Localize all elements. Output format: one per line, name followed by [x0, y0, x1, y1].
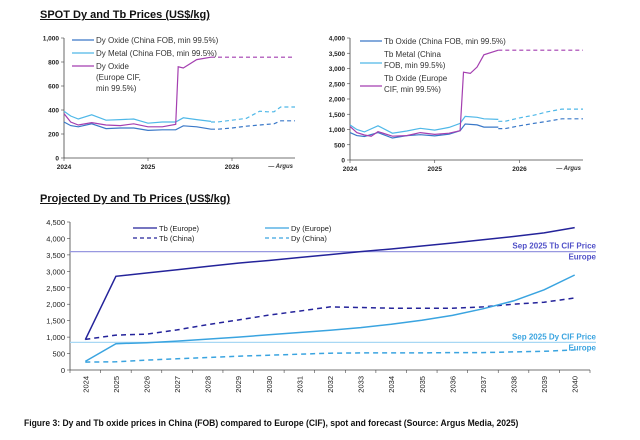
- series-line-actual: [63, 121, 212, 132]
- legend-label: Dy (China): [291, 234, 327, 243]
- x-tick-label: 2033: [357, 376, 366, 393]
- legend-label: FOB, min 99.5%): [384, 61, 446, 70]
- legend-label: (Europe CIF,: [96, 73, 141, 82]
- series-line-forecast: [498, 108, 583, 122]
- x-tick-label: 2025: [112, 376, 121, 393]
- series-line-forecast: [211, 120, 295, 130]
- y-tick-label: 2,000: [46, 300, 65, 309]
- reference-label: Europe: [568, 253, 596, 262]
- y-tick-label: 400: [48, 108, 59, 115]
- series-line: [84, 226, 575, 341]
- reference-label: Sep 2025 Tb CIF Price: [512, 242, 596, 251]
- series-line-actual: [63, 110, 212, 124]
- series-line-actual: [349, 115, 499, 134]
- legend-label: Dy Oxide: [96, 62, 129, 71]
- reference-label: Europe: [568, 343, 596, 352]
- y-tick-label: 3,000: [329, 66, 346, 73]
- legend-label: Tb (China): [159, 234, 195, 243]
- x-tick-label: 2031: [295, 376, 304, 393]
- series-line-actual: [63, 56, 212, 128]
- x-tick-label: 2036: [448, 376, 457, 393]
- x-tick-label: 2025: [141, 164, 156, 171]
- spot-prices-title: SPOT Dy and Tb Prices (US$/kg): [40, 9, 210, 21]
- x-tick-label: 2026: [512, 166, 527, 173]
- legend-label: Dy Oxide (China FOB, min 99.5%): [96, 36, 219, 45]
- y-tick-label: 4,500: [46, 218, 65, 227]
- series-line-actual: [349, 49, 499, 137]
- x-tick-label: 2029: [234, 376, 243, 393]
- y-tick-label: 2,500: [46, 284, 65, 293]
- source-note: — Argus: [555, 166, 581, 172]
- y-tick-label: 1,000: [46, 333, 65, 342]
- y-tick-label: 1,000: [43, 36, 60, 43]
- x-tick-label: 2034: [387, 376, 396, 393]
- legend-label: Tb Oxide (China FOB, min 99.5%): [384, 37, 506, 46]
- series-line-forecast: [498, 118, 583, 130]
- y-tick-label: 500: [334, 142, 345, 149]
- legend-label: Tb Oxide (Europe: [384, 74, 448, 83]
- legend-label: Tb Metal (China: [384, 50, 441, 59]
- x-tick-label: 2035: [418, 376, 427, 393]
- projected-prices-title: Projected Dy and Tb Prices (US$/kg): [40, 193, 231, 205]
- x-tick-label: 2027: [173, 376, 182, 393]
- series-line: [85, 349, 575, 363]
- y-tick-label: 2,500: [329, 81, 346, 88]
- y-tick-label: 4,000: [329, 36, 346, 43]
- y-tick-label: 800: [48, 60, 59, 67]
- y-tick-label: 600: [48, 84, 59, 91]
- reference-label: Sep 2025 Dy CIF Price: [512, 332, 597, 341]
- figure-caption: Figure 3: Dy and Tb oxide prices in Chin…: [24, 418, 519, 428]
- x-tick-label: 2038: [510, 376, 519, 393]
- x-tick-label: 2026: [142, 376, 151, 393]
- x-tick-label: 2032: [326, 376, 335, 393]
- x-tick-label: 2040: [571, 376, 580, 393]
- x-tick-label: 2037: [479, 376, 488, 393]
- series-line: [84, 274, 576, 363]
- series-line: [85, 297, 575, 341]
- y-tick-label: 3,500: [46, 251, 65, 260]
- y-tick-label: 0: [61, 366, 65, 375]
- x-tick-label: 2030: [265, 376, 274, 393]
- source-note: — Argus: [267, 164, 293, 170]
- x-tick-label: 2024: [81, 376, 90, 393]
- x-tick-label: 2039: [540, 376, 549, 393]
- x-tick-label: 2026: [225, 164, 240, 171]
- y-tick-label: 3,500: [329, 51, 346, 58]
- y-tick-label: 1,000: [329, 127, 346, 134]
- y-tick-label: 3,000: [46, 267, 65, 276]
- y-tick-label: 500: [52, 350, 65, 359]
- y-tick-label: 200: [48, 132, 59, 139]
- y-tick-label: 2,000: [329, 97, 346, 104]
- legend-label: Dy Metal (China FOB, min 99.5%): [96, 49, 217, 58]
- y-tick-label: 0: [55, 156, 59, 163]
- y-tick-label: 1,500: [329, 112, 346, 119]
- x-tick-label: 2025: [427, 166, 442, 173]
- x-tick-label: 2024: [343, 166, 358, 173]
- legend-label: min 99.5%): [96, 84, 137, 93]
- legend-label: Tb (Europe): [159, 224, 200, 233]
- x-tick-label: 2024: [57, 164, 72, 171]
- legend-label: Dy (Europe): [291, 224, 332, 233]
- x-tick-label: 2028: [204, 376, 213, 393]
- y-tick-label: 1,500: [46, 317, 65, 326]
- legend-label: CIF, min 99.5%): [384, 85, 441, 94]
- y-tick-label: 4,000: [46, 234, 65, 243]
- y-tick-label: 0: [341, 158, 345, 165]
- series-line-forecast: [211, 106, 295, 123]
